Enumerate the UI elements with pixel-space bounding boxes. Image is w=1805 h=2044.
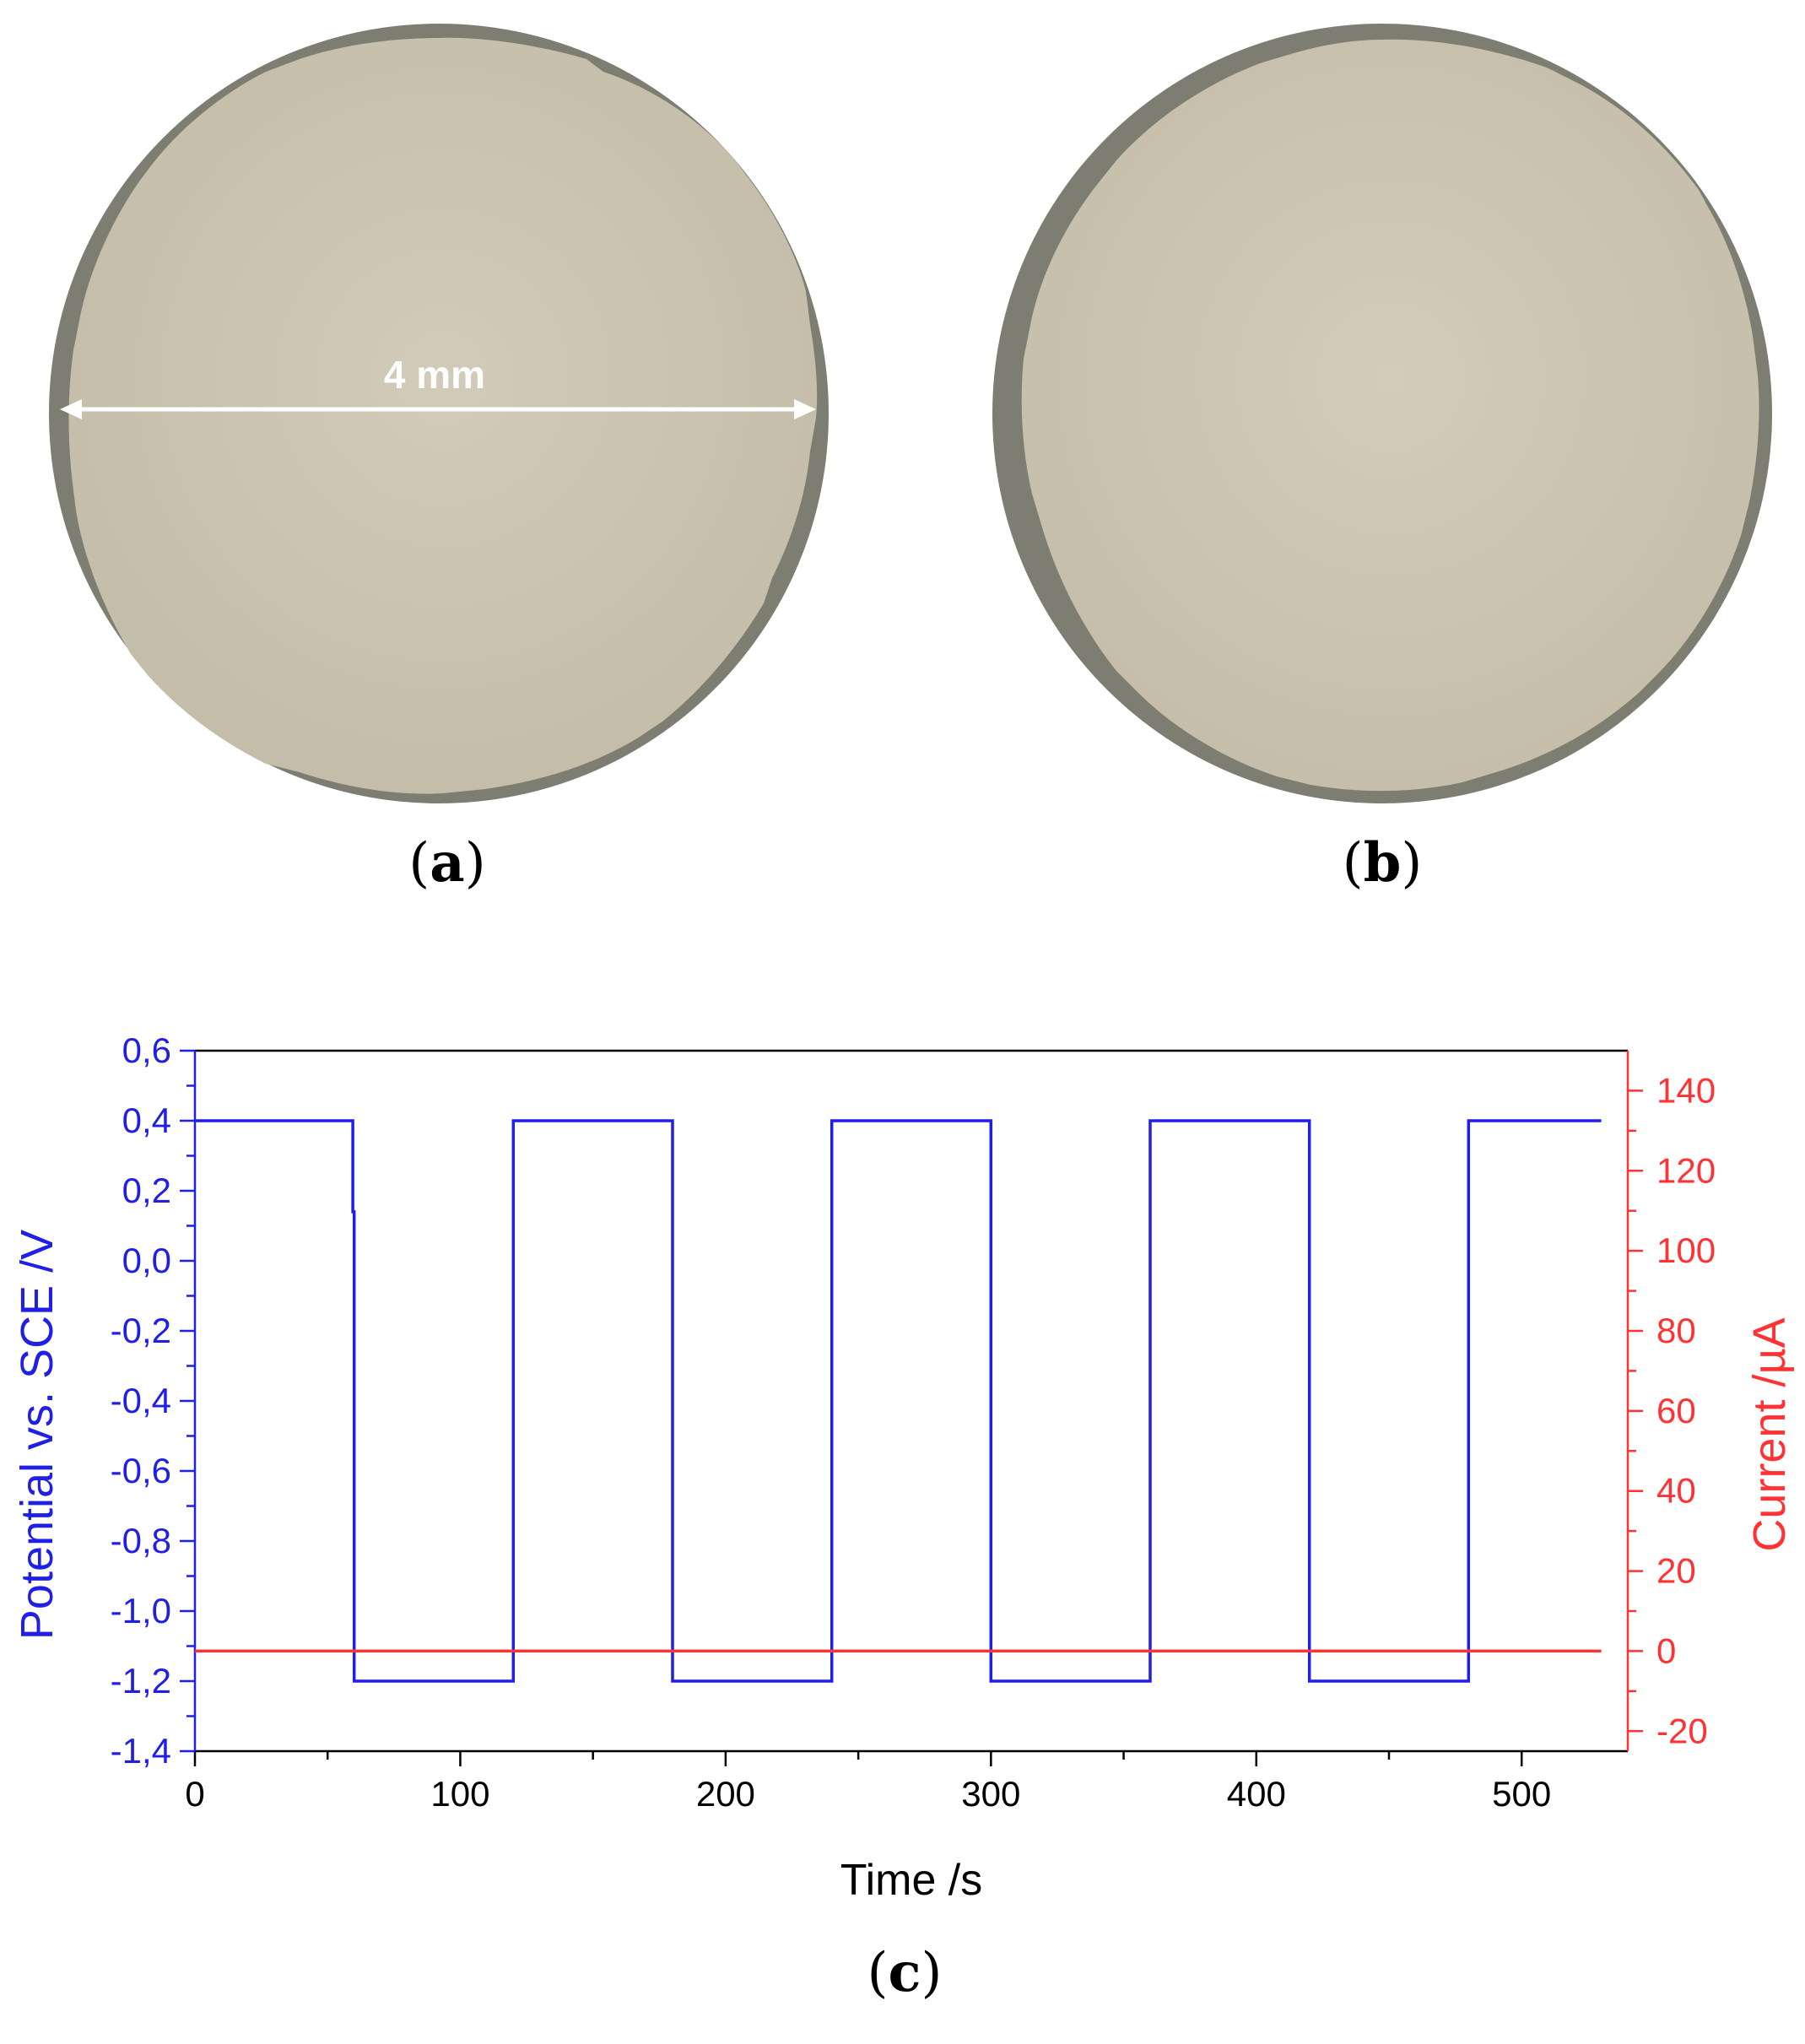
x-tick-label: 100 xyxy=(430,1774,489,1814)
y-tick-label: -0,8 xyxy=(111,1521,171,1560)
scale-bar: 4 mm xyxy=(60,353,816,419)
micrograph-a: 4 mm xyxy=(49,24,829,803)
panel-label-b: (b) xyxy=(1342,831,1423,895)
y2-tick-label: 80 xyxy=(1656,1311,1696,1350)
y-tick-label: -0,2 xyxy=(111,1311,171,1350)
y-tick-label: 0,0 xyxy=(122,1241,171,1280)
y2-tick-label: 120 xyxy=(1656,1150,1716,1190)
y-axis-label: Potential vs. SCE /V xyxy=(12,1230,62,1640)
y-tick-label: 0,2 xyxy=(122,1171,171,1210)
micrograph-b xyxy=(992,24,1772,803)
y2-tick-label: 0 xyxy=(1656,1630,1676,1670)
x-axis-label: Time /s xyxy=(840,1856,983,1905)
y2-tick-label: 100 xyxy=(1656,1230,1716,1270)
y-tick-label: -1,0 xyxy=(111,1591,171,1630)
y2-tick-label: 60 xyxy=(1656,1391,1696,1430)
panel-label-c: (c) xyxy=(867,1941,943,2004)
x-tick-label: 300 xyxy=(961,1774,1020,1814)
x-tick-label: 500 xyxy=(1492,1774,1551,1814)
y-tick-label: -0,4 xyxy=(111,1381,171,1420)
y-tick-label: 0,4 xyxy=(122,1100,171,1140)
y2-axis-label: Current /µA xyxy=(1744,1317,1795,1551)
scale-label: 4 mm xyxy=(384,353,485,397)
panel-label-a: (a) xyxy=(408,831,486,895)
x-tick-label: 0 xyxy=(185,1774,204,1814)
y2-tick-label: 20 xyxy=(1656,1551,1696,1591)
y-tick-label: -1,4 xyxy=(111,1731,171,1771)
y2-tick-label: 40 xyxy=(1656,1471,1696,1511)
y-tick-label: 0,6 xyxy=(122,1030,171,1070)
x-tick-label: 400 xyxy=(1227,1774,1286,1814)
potential-series-line xyxy=(195,1119,1602,1683)
sample-surface xyxy=(1021,39,1759,792)
y-tick-label: -1,2 xyxy=(111,1661,171,1701)
y-tick-label: -0,6 xyxy=(111,1451,171,1490)
x-tick-label: 200 xyxy=(696,1774,755,1814)
y2-tick-label: -20 xyxy=(1656,1711,1708,1750)
y2-tick-label: 140 xyxy=(1656,1070,1716,1110)
sample-surface xyxy=(68,37,818,794)
